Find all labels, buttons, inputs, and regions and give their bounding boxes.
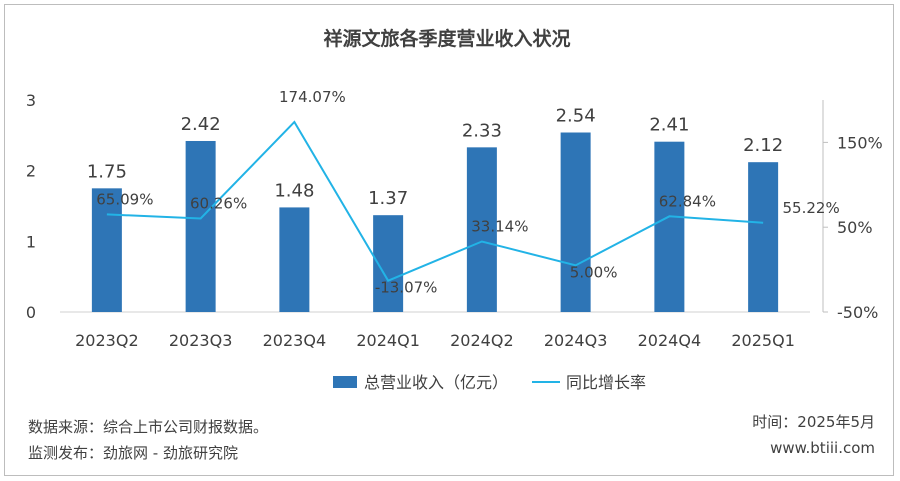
category-label: 2023Q3: [169, 331, 233, 350]
legend-bar-swatch: [333, 376, 357, 388]
right-tick-label: 50%: [837, 218, 873, 237]
revenue-bar: [654, 141, 685, 312]
legend-line-label: 同比增长率: [566, 373, 646, 392]
revenue-bar: [466, 147, 497, 312]
category-label: 2025Q1: [731, 331, 795, 350]
left-axis-ticks: 0 1 2 3: [26, 91, 36, 322]
growth-value-label: 60.26%: [190, 194, 247, 212]
left-tick-label: 3: [26, 91, 36, 110]
growth-value-label: 62.84%: [659, 192, 716, 210]
revenue-bar: [560, 132, 591, 312]
category-labels: 2023Q2 2023Q3 2023Q4 2024Q1 2024Q2 2024Q3 2024…: [75, 331, 795, 350]
revenue-value-label: 2.42: [181, 114, 221, 135]
growth-value-label: 65.09%: [96, 190, 153, 208]
growth-line-series: [106, 120, 764, 282]
revenue-value-label: 1.48: [274, 180, 314, 201]
right-tick-label: 150%: [837, 133, 883, 152]
revenue-bar: [748, 162, 779, 312]
revenue-value-label: 2.54: [556, 106, 596, 127]
bar-value-labels: 1.75 2.42 1.48 1.37 2.33 2.54 2.41 2.12: [87, 106, 783, 210]
right-tick-label: -50%: [837, 303, 878, 322]
category-label: 2024Q4: [638, 331, 702, 350]
left-tick-label: 1: [26, 232, 36, 251]
category-label: 2023Q2: [75, 331, 139, 350]
growth-value-label: 33.14%: [471, 217, 528, 235]
left-tick-label: 2: [26, 162, 36, 181]
growth-value-label: 174.07%: [279, 88, 346, 106]
category-label: 2024Q2: [450, 331, 514, 350]
chart-title: 祥源文旅各季度营业收入状况: [323, 27, 570, 50]
bar-series: [91, 132, 779, 312]
growth-value-label: -13.07%: [375, 279, 438, 297]
right-axis: -50% 50% 150%: [822, 100, 883, 322]
revenue-bar: [279, 207, 310, 312]
time-note: 时间：2025年5月: [752, 413, 875, 431]
category-label: 2024Q1: [356, 331, 420, 350]
source-note: 数据来源：综合上市公司财报数据。: [28, 418, 268, 436]
revenue-value-label: 2.41: [649, 115, 689, 136]
category-label: 2024Q3: [544, 331, 608, 350]
growth-value-label: 55.22%: [783, 199, 840, 217]
revenue-value-label: 1.75: [87, 161, 127, 182]
growth-value-label: 5.00%: [570, 263, 618, 281]
publisher-note: 监测发布：劲旅网 - 劲旅研究院: [28, 444, 238, 462]
legend-bar-label: 总营业收入（亿元）: [364, 373, 508, 392]
category-label: 2023Q4: [263, 331, 327, 350]
revenue-bar: [185, 140, 216, 312]
revenue-value-label: 2.33: [462, 120, 502, 141]
site-url: www.btiii.com: [770, 439, 875, 457]
growth-value-labels: 65.09% 60.26% 174.07% -13.07% 33.14% 5.00% 62.…: [96, 88, 839, 297]
revenue-bar: [91, 188, 122, 312]
revenue-value-label: 2.12: [743, 135, 783, 156]
legend: 总营业收入（亿元） 同比增长率: [333, 373, 646, 392]
left-tick-label: 0: [26, 303, 36, 322]
chart-frame: [4, 4, 894, 476]
revenue-value-label: 1.37: [368, 188, 408, 209]
growth-line: [106, 120, 764, 282]
